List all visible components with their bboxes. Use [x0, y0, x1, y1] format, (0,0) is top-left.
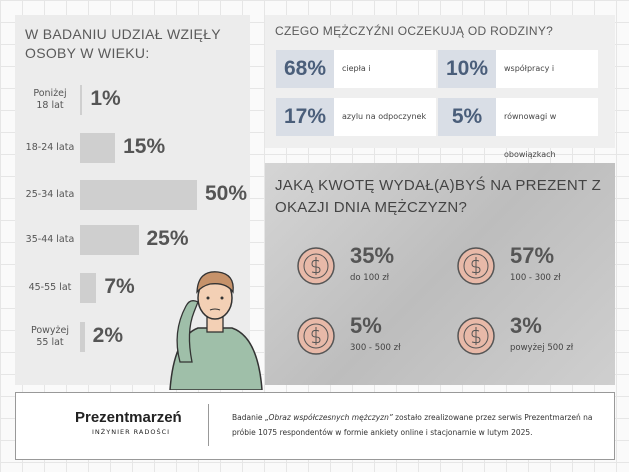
- expectation-label: równowagi w obowiązkach: [504, 112, 557, 159]
- chart-title: W BADANIU UDZIAŁ WZIĘŁY OSOBY W WIEKU:: [25, 26, 221, 61]
- coin-icon: [297, 317, 335, 355]
- logo: Prezentmarzeń: [75, 409, 182, 426]
- expectation-value: 68%: [276, 50, 334, 88]
- value-label: 15%: [123, 135, 166, 158]
- coin-icon: [297, 247, 335, 285]
- expectation-item: 5% równowagi w obowiązkach: [438, 98, 598, 159]
- expectation-value: 5%: [438, 98, 496, 136]
- bar: [80, 273, 97, 303]
- gift-label: 300 - 500 zł: [350, 343, 401, 353]
- coin-icon: [457, 247, 495, 285]
- footer-text: Badanie „Obraz współczesnych mężczyzn” z…: [232, 410, 602, 440]
- bar: [80, 133, 116, 163]
- gift-value: 57%: [510, 243, 555, 268]
- value-label: 1%: [90, 87, 121, 110]
- expectation-item: 17% azylu na odpoczynek: [276, 98, 436, 136]
- gift-label: 100 - 300 zł: [510, 273, 561, 283]
- gift-value: 35%: [350, 243, 395, 268]
- man-illustration: [169, 271, 263, 390]
- expectation-value: 17%: [276, 98, 334, 136]
- gift-title: JAKĄ KWOTĘ WYDAŁ(A)BYŚ NA PREZENT Z OKAZ…: [275, 177, 602, 216]
- expectation-item: 68%ciepła i bezpieczeństwa: [276, 50, 436, 111]
- gift-label: powyżej 500 zł: [510, 343, 574, 353]
- expectations-title: CZEGO MĘŻCZYŹNI OCZEKUJĄ OD RODZINY?: [275, 24, 554, 38]
- gift-label: do 100 zł: [350, 273, 390, 283]
- expectation-value: 10%: [438, 50, 496, 88]
- bar: [80, 225, 139, 255]
- category-label: 25-34 lata: [25, 189, 75, 200]
- gift-value: 5%: [350, 313, 382, 338]
- footer-text: zostało zrealizowane przez serwis Prezen…: [232, 413, 593, 437]
- category-label: 35-44 lata: [25, 234, 75, 245]
- survey-name: „Obraz współczesnych mężczyzn”: [264, 413, 393, 422]
- bar: [80, 85, 83, 115]
- bar: [80, 322, 85, 352]
- value-label: 2%: [92, 324, 124, 347]
- bar: [80, 180, 197, 210]
- category-label: Poniżej 18 lat: [33, 88, 67, 111]
- footer: [15, 392, 615, 460]
- value-label: 7%: [104, 275, 135, 298]
- coin-icon: [457, 317, 495, 355]
- divider: [208, 404, 209, 446]
- category-label: 18-24 lata: [25, 142, 75, 153]
- value-label: 50%: [205, 182, 248, 205]
- tagline: INŻYNIER RADOŚCI: [92, 428, 171, 436]
- category-label: 45-55 lat: [28, 282, 72, 293]
- gift-value: 3%: [510, 313, 542, 338]
- value-label: 25%: [146, 227, 189, 250]
- expectation-item: 10%współpracy i komunikacji: [438, 50, 598, 111]
- expectation-label: azylu na odpoczynek: [342, 112, 427, 121]
- footer-text: Badanie: [232, 413, 265, 422]
- category-label: Powyżej 55 lat: [30, 325, 70, 348]
